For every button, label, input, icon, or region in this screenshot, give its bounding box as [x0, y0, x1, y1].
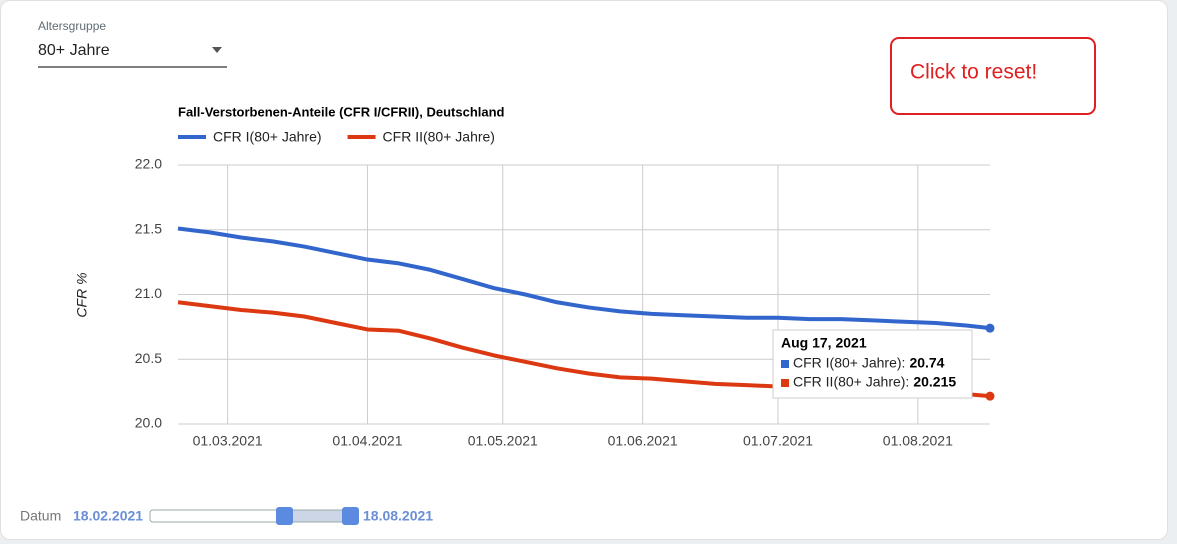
- x-tick-label: 01.07.2021: [743, 433, 813, 449]
- reset-note[interactable]: Click to reset!: [910, 61, 1037, 84]
- series-line: [177, 226, 991, 331]
- legend-label: CFR I(80+ Jahre): [213, 129, 322, 145]
- tooltip-title: Aug 17, 2021: [781, 335, 867, 351]
- tooltip-box: [772, 329, 973, 399]
- x-tick-label: 01.03.2021: [193, 433, 263, 449]
- tooltip-swatch: [781, 379, 789, 387]
- range-start: 18.02.2021: [73, 508, 143, 524]
- tooltip-value: 20.74: [909, 355, 944, 371]
- y-tick-label: 21.0: [135, 285, 162, 301]
- chart-title: Fall-Verstorbenen-Anteile (CFR I/CFRII),…: [178, 104, 505, 119]
- range-handle[interactable]: [342, 507, 359, 525]
- tooltip-label: CFR I(80+ Jahre):: [793, 355, 905, 371]
- x-tick-label: 01.04.2021: [332, 433, 402, 449]
- x-tick-label: 01.08.2021: [883, 433, 953, 449]
- x-tick-label: 01.05.2021: [468, 433, 538, 449]
- reset-box[interactable]: [890, 37, 1096, 115]
- point: [985, 323, 995, 333]
- tooltip-label: CFR II(80+ Jahre):: [793, 374, 909, 390]
- x-tick-label: 01.06.2021: [608, 433, 678, 449]
- dropdown-value[interactable]: 80+ Jahre: [38, 42, 110, 59]
- y-axis-label: CFR %: [74, 272, 90, 317]
- tooltip-value: 20.215: [913, 374, 956, 390]
- tooltip-swatch: [781, 360, 789, 368]
- range-selection[interactable]: [283, 509, 351, 523]
- y-tick-label: 20.5: [135, 350, 162, 366]
- y-tick-label: 21.5: [135, 220, 162, 236]
- y-tick-label: 22.0: [135, 156, 162, 172]
- dropdown-label: Altersgruppe: [38, 19, 106, 33]
- dropdown-arrow[interactable]: [212, 47, 222, 53]
- legend-label: CFR II(80+ Jahre): [383, 129, 495, 145]
- range-label: Datum: [20, 508, 61, 524]
- range-end: 18.08.2021: [363, 508, 433, 524]
- point: [985, 391, 995, 401]
- y-tick-label: 20.0: [135, 415, 162, 431]
- range-handle[interactable]: [276, 507, 293, 525]
